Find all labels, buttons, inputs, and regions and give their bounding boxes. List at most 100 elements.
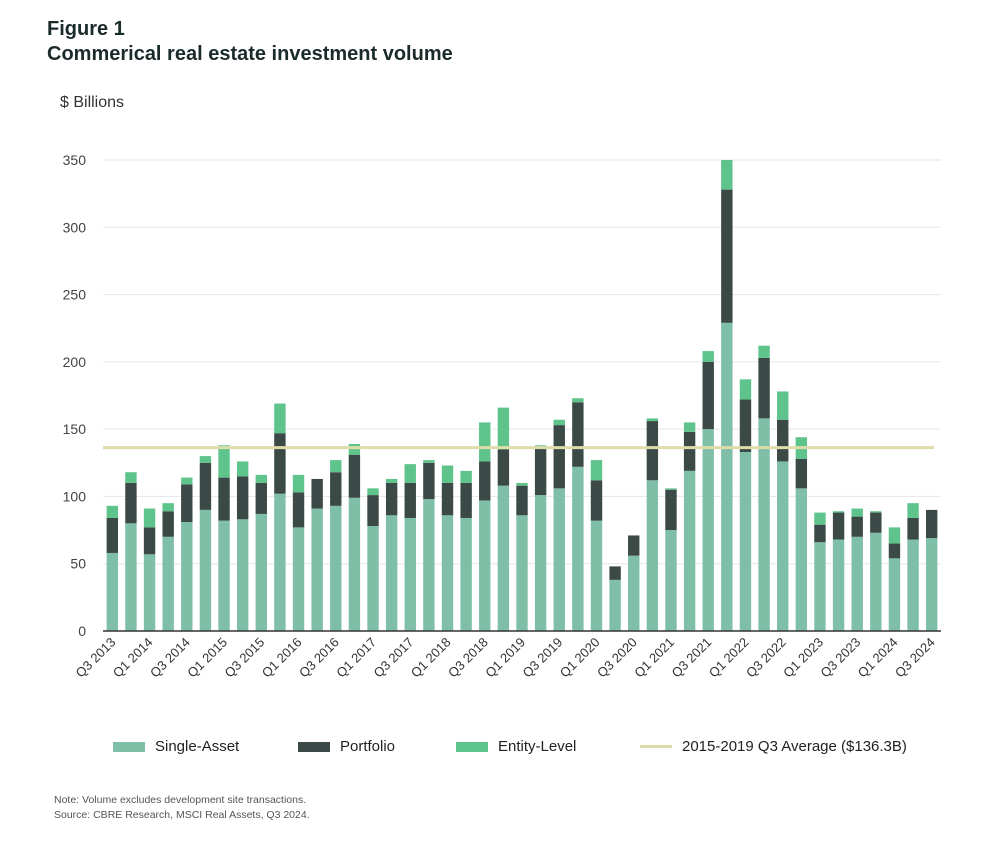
x-tick-label-q3-2013: Q3 2013 bbox=[73, 635, 119, 681]
bar-entity-level-q1-2017 bbox=[367, 488, 379, 496]
y-tick-label-300: 300 bbox=[63, 219, 87, 235]
bar-entity-level-q2-2022 bbox=[758, 345, 770, 358]
x-tick-label-q3-2021: Q3 2021 bbox=[668, 635, 714, 681]
bar-single-asset-q3-2017 bbox=[404, 517, 416, 631]
legend-label-portfolio: Portfolio bbox=[340, 738, 396, 755]
bar-portfolio-q1-2023 bbox=[814, 524, 826, 543]
x-tick-label-q3-2016: Q3 2016 bbox=[296, 635, 342, 681]
x-tick-label-q1-2018: Q1 2018 bbox=[408, 635, 454, 681]
bar-portfolio-q3-2019 bbox=[553, 425, 565, 489]
x-tick-label-q3-2015: Q3 2015 bbox=[222, 635, 268, 681]
bar-entity-level-q2-2014 bbox=[162, 503, 174, 512]
bar-portfolio-q2-2017 bbox=[385, 482, 398, 516]
bar-single-asset-q3-2016 bbox=[330, 505, 342, 631]
x-tick-label-q3-2017: Q3 2017 bbox=[371, 635, 417, 681]
bar-single-asset-q1-2019 bbox=[516, 515, 528, 631]
x-tick-label-q3-2020: Q3 2020 bbox=[594, 635, 640, 681]
bar-portfolio-q4-2018 bbox=[497, 449, 510, 486]
bar-portfolio-q1-2021 bbox=[665, 489, 677, 531]
bar-portfolio-q4-2020 bbox=[646, 421, 659, 481]
bar-portfolio-q2-2022 bbox=[758, 357, 770, 419]
x-tick-label-q1-2021: Q1 2021 bbox=[631, 635, 677, 681]
chart-notes: Note: Volume excludes development site t… bbox=[54, 793, 310, 823]
bar-single-asset-q1-2015 bbox=[218, 520, 230, 631]
bar-single-asset-q2-2015 bbox=[236, 519, 249, 631]
bar-entity-level-q4-2018 bbox=[497, 407, 510, 450]
chart-title: Commerical real estate investment volume bbox=[47, 43, 453, 65]
bar-single-asset-q1-2022 bbox=[739, 452, 752, 631]
bar-portfolio-q4-2021 bbox=[721, 189, 733, 323]
bar-entity-level-q3-2023 bbox=[851, 508, 863, 517]
bar-portfolio-q3-2024 bbox=[925, 509, 938, 539]
x-tick-label-q1-2020: Q1 2020 bbox=[557, 635, 603, 681]
bar-single-asset-q1-2023 bbox=[814, 542, 826, 631]
bar-entity-level-q1-2024 bbox=[888, 527, 901, 544]
bar-single-asset-q2-2024 bbox=[907, 539, 919, 631]
bar-portfolio-q3-2018 bbox=[479, 461, 491, 501]
x-tick-label-q3-2019: Q3 2019 bbox=[519, 635, 565, 681]
x-tick-label-q1-2016: Q1 2016 bbox=[259, 635, 305, 681]
bar-single-asset-q4-2022 bbox=[795, 488, 808, 631]
legend-label-average: 2015-2019 Q3 Average ($136.3B) bbox=[682, 738, 907, 755]
x-tick-label-q1-2022: Q1 2022 bbox=[706, 635, 752, 681]
bar-portfolio-q2-2016 bbox=[311, 478, 323, 509]
legend-label-entity-level: Entity-Level bbox=[498, 738, 577, 755]
bar-portfolio-q4-2017 bbox=[423, 462, 435, 500]
bar-entity-level-q2-2018 bbox=[460, 470, 472, 483]
y-tick-label-250: 250 bbox=[63, 287, 87, 303]
bar-entity-level-q4-2020 bbox=[646, 418, 659, 422]
bar-single-asset-q4-2013 bbox=[125, 523, 137, 631]
bar-entity-level-q2-2015 bbox=[236, 461, 249, 477]
legend-swatch-entity-level bbox=[456, 741, 488, 752]
bar-entity-level-q2-2023 bbox=[832, 511, 845, 513]
bar-portfolio-q3-2022 bbox=[777, 419, 789, 462]
legend-item-entity-level: Entity-Level bbox=[456, 738, 576, 755]
bar-portfolio-q1-2017 bbox=[367, 495, 379, 527]
bar-entity-level-q4-2014 bbox=[199, 456, 212, 463]
bar-entity-level-q1-2019 bbox=[516, 482, 528, 486]
bar-entity-level-q3-2015 bbox=[255, 474, 267, 483]
bar-entity-level-q1-2014 bbox=[143, 508, 156, 528]
bar-portfolio-q1-2022 bbox=[739, 399, 752, 453]
bar-single-asset-q4-2023 bbox=[870, 532, 882, 631]
bar-portfolio-q3-2023 bbox=[851, 516, 863, 537]
bar-single-asset-q4-2020 bbox=[646, 480, 659, 631]
bar-entity-level-q1-2015 bbox=[218, 445, 230, 478]
x-tick-label-q1-2019: Q1 2019 bbox=[482, 635, 528, 681]
bar-entity-level-q2-2021 bbox=[683, 422, 696, 432]
bar-single-asset-q2-2022 bbox=[758, 418, 770, 631]
bar-portfolio-q3-2016 bbox=[330, 472, 342, 506]
bar-single-asset-q1-2020 bbox=[590, 520, 603, 631]
bar-portfolio-q3-2014 bbox=[181, 484, 193, 522]
bar-portfolio-q2-2019 bbox=[534, 447, 547, 496]
legend-label-single-asset: Single-Asset bbox=[155, 738, 240, 755]
bar-portfolio-q4-2013 bbox=[125, 482, 137, 524]
bar-single-asset-q4-2016 bbox=[348, 497, 361, 631]
bar-portfolio-q2-2014 bbox=[162, 511, 174, 537]
y-tick-label-350: 350 bbox=[63, 152, 87, 168]
legend-swatch-single-asset bbox=[113, 741, 145, 752]
bar-entity-level-q4-2016 bbox=[348, 443, 361, 455]
legend-item-portfolio: Portfolio bbox=[298, 738, 395, 755]
bar-single-asset-q2-2023 bbox=[832, 539, 845, 631]
bar-single-asset-q3-2019 bbox=[553, 488, 565, 631]
bar-single-asset-q2-2020 bbox=[609, 579, 621, 631]
bar-portfolio-q1-2024 bbox=[888, 543, 901, 559]
bar-single-asset-q2-2019 bbox=[534, 495, 547, 631]
bar-portfolio-q1-2018 bbox=[441, 482, 454, 516]
y-tick-label-150: 150 bbox=[63, 421, 87, 437]
bar-entity-level-q3-2013 bbox=[106, 505, 119, 518]
bar-entity-level-q1-2018 bbox=[441, 465, 454, 483]
bar-portfolio-q1-2016 bbox=[292, 492, 305, 528]
note-text: Note: Volume excludes development site t… bbox=[54, 794, 307, 806]
bar-single-asset-q2-2021 bbox=[683, 470, 696, 631]
bar-single-asset-q4-2021 bbox=[721, 322, 733, 631]
bar-portfolio-q2-2020 bbox=[609, 566, 621, 580]
x-tick-label-q1-2023: Q1 2023 bbox=[780, 635, 826, 681]
y-axis-unit-label: $ Billions bbox=[60, 94, 125, 111]
y-tick-label-0: 0 bbox=[78, 623, 86, 639]
source-text: Source: CBRE Research, MSCI Real Assets,… bbox=[54, 809, 310, 821]
x-tick-label-q3-2023: Q3 2023 bbox=[817, 635, 863, 681]
bar-single-asset-q2-2017 bbox=[385, 515, 398, 631]
